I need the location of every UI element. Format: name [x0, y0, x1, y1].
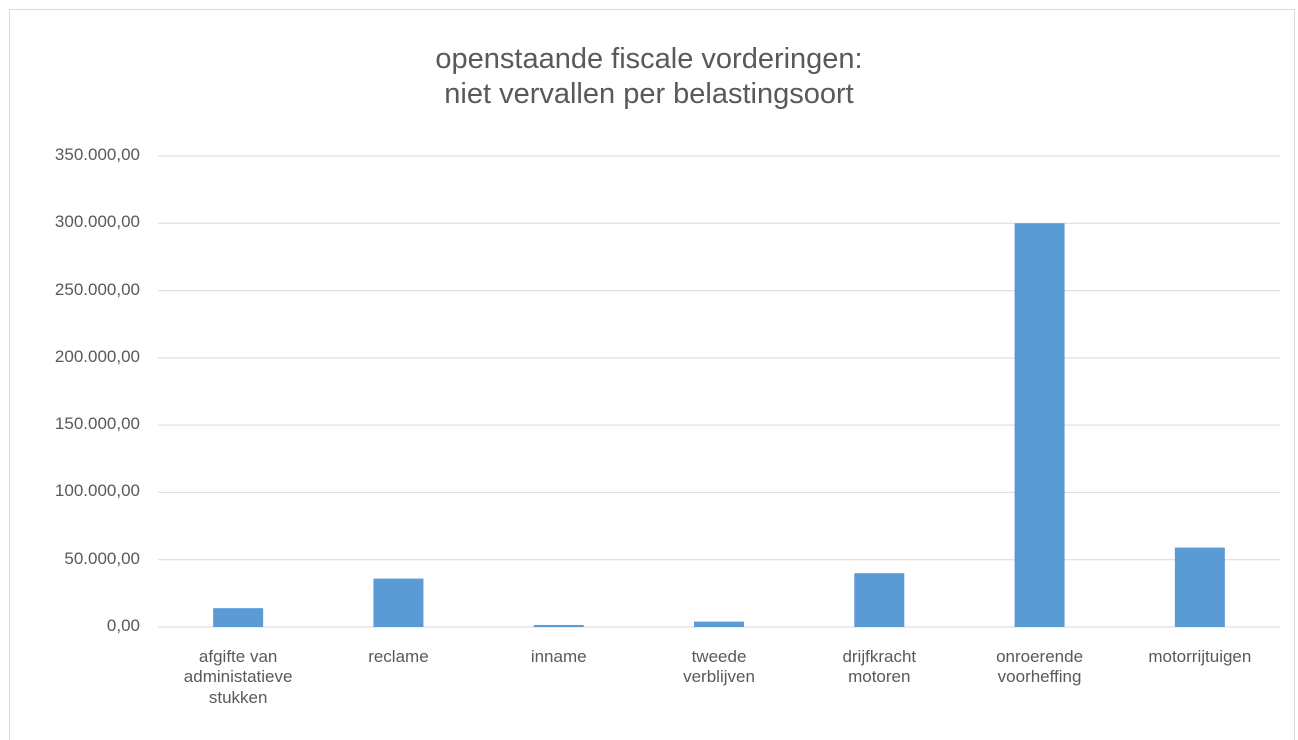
- y-tick-label: 150.000,00: [54, 414, 140, 434]
- y-tick-label: 300.000,00: [54, 212, 140, 232]
- bar: [373, 578, 424, 627]
- y-tick-label: 350.000,00: [54, 145, 140, 164]
- bar: [694, 621, 744, 627]
- bar: [533, 624, 584, 627]
- x-tick-label: onroerende voorheffing: [996, 647, 1084, 687]
- y-tick-label: 0,00: [106, 616, 140, 635]
- bar: [1174, 547, 1225, 627]
- y-tick-label: 200.000,00: [54, 346, 140, 366]
- x-tick-label: motorrijtuigen: [1148, 647, 1252, 666]
- y-tick-label: 50.000,00: [64, 548, 140, 568]
- bar: [213, 608, 264, 627]
- x-tick-label: drijfkracht motoren: [842, 647, 917, 687]
- chart-title: openstaande fiscale vorderingen: niet ve…: [435, 43, 863, 110]
- x-tick-label: reclame: [368, 647, 429, 666]
- x-tick-label: tweede verblijven: [683, 647, 755, 687]
- x-tick-label: afgifte van administatieve stukken: [183, 647, 293, 707]
- bar: [854, 573, 905, 627]
- y-tick-label: 250.000,00: [54, 279, 140, 299]
- bar: [1014, 223, 1065, 628]
- chart-frame: [9, 9, 1295, 740]
- x-tick-label: inname: [530, 647, 587, 666]
- y-tick-label: 100.000,00: [54, 481, 140, 501]
